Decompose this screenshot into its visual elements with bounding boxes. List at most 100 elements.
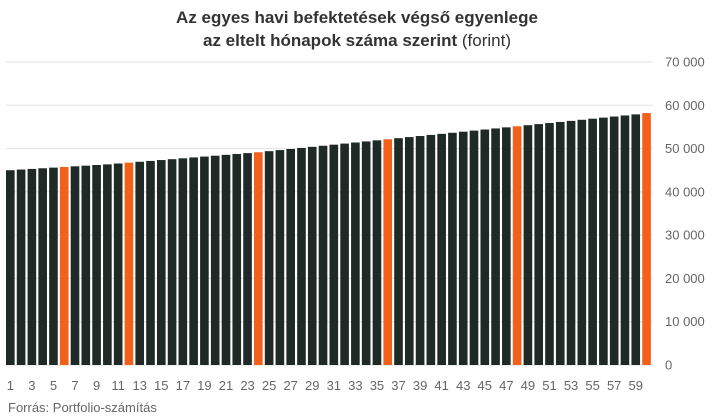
- bar: [113, 163, 123, 365]
- x-tick-label: 7: [71, 378, 78, 393]
- bar: [264, 151, 274, 365]
- bar: [200, 156, 209, 365]
- y-tick-label: 50 000: [665, 141, 705, 156]
- bar: [49, 167, 58, 365]
- bar: [16, 169, 26, 365]
- y-tick-label: 30 000: [665, 228, 705, 243]
- title-unit: (forint): [461, 31, 511, 50]
- bar: [221, 154, 231, 365]
- bar: [189, 157, 198, 365]
- bar: [372, 140, 382, 365]
- x-tick-label: 3: [28, 378, 35, 393]
- bar: [135, 161, 145, 365]
- bar: [275, 150, 285, 365]
- bar: [243, 153, 252, 365]
- bar: [156, 160, 166, 365]
- bar: [297, 147, 306, 365]
- x-tick-label: 49: [521, 378, 535, 393]
- y-tick-label: 10 000: [665, 314, 705, 329]
- bar: [448, 132, 457, 365]
- bar: [307, 146, 317, 365]
- bar: [545, 123, 554, 365]
- x-tick-label: 5: [50, 378, 57, 393]
- x-tick-label: 21: [219, 378, 233, 393]
- y-tick-label: 40 000: [665, 184, 705, 199]
- bar: [167, 159, 177, 365]
- bar: [620, 115, 630, 366]
- x-tick-label: 57: [607, 378, 621, 393]
- bar: [27, 168, 37, 365]
- bar: [469, 130, 479, 365]
- x-tick-label: 37: [391, 378, 405, 393]
- bar: [631, 114, 641, 365]
- bar: [415, 136, 425, 365]
- x-tick-label: 31: [327, 378, 341, 393]
- bar: [286, 149, 295, 365]
- y-tick-label: 0: [665, 358, 672, 373]
- bar: [426, 134, 436, 365]
- x-tick-label: 45: [478, 378, 492, 393]
- bar: [437, 133, 446, 365]
- bar: [329, 144, 339, 365]
- y-tick-label: 20 000: [665, 271, 705, 286]
- bar: [178, 158, 188, 365]
- bar: [146, 160, 155, 365]
- bar-highlighted: [512, 126, 522, 365]
- x-tick-label: 23: [240, 378, 254, 393]
- x-tick-label: 53: [564, 378, 578, 393]
- y-tick-label: 60 000: [665, 98, 705, 113]
- bar: [577, 119, 587, 365]
- bar: [609, 116, 619, 365]
- bar: [340, 143, 349, 365]
- bar: [318, 145, 328, 365]
- bar-highlighted: [254, 152, 263, 365]
- x-tick-label: 51: [542, 378, 556, 393]
- bar: [480, 129, 490, 365]
- chart-title: Az egyes havi befektetések végső egyenle…: [0, 6, 714, 52]
- bar: [351, 142, 360, 365]
- x-tick-label: 33: [348, 378, 362, 393]
- bar: [404, 137, 414, 365]
- bar: [38, 168, 47, 365]
- title-line-2: az eltelt hónapok száma szerint: [203, 31, 458, 50]
- x-tick-label: 19: [197, 378, 211, 393]
- bar: [534, 124, 544, 365]
- x-tick-label: 1: [7, 378, 14, 393]
- y-tick-label: 70 000: [665, 55, 705, 70]
- bar: [523, 125, 533, 365]
- bar: [81, 165, 91, 365]
- bar-highlighted: [383, 139, 393, 365]
- bar: [210, 155, 220, 365]
- x-tick-label: 43: [456, 378, 470, 393]
- bar-highlighted: [59, 166, 69, 365]
- x-tick-label: 47: [499, 378, 513, 393]
- x-tick-label: 59: [629, 378, 643, 393]
- bar: [394, 138, 403, 365]
- bar: [6, 170, 15, 365]
- bar: [361, 141, 371, 365]
- bar: [92, 165, 101, 365]
- bar-highlighted: [642, 113, 651, 365]
- bar: [458, 131, 468, 365]
- x-tick-label: 39: [413, 378, 427, 393]
- source-note: Forrás: Portfolio-számítás: [8, 400, 157, 415]
- bar: [491, 128, 500, 365]
- x-tick-label: 13: [132, 378, 146, 393]
- bar: [103, 164, 112, 365]
- bar: [555, 121, 565, 365]
- x-tick-label: 35: [370, 378, 384, 393]
- title-line-1: Az egyes havi befektetések végső egyenle…: [176, 8, 538, 27]
- x-tick-label: 29: [305, 378, 319, 393]
- x-tick-label: 9: [93, 378, 100, 393]
- title-line-2-wrap: az eltelt hónapok száma szerint (forint): [0, 29, 714, 52]
- bar: [502, 127, 511, 365]
- x-tick-label: 25: [262, 378, 276, 393]
- x-tick-label: 11: [111, 378, 125, 393]
- bar-highlighted: [124, 162, 134, 365]
- bar: [588, 118, 597, 365]
- x-tick-label: 41: [434, 378, 448, 393]
- x-tick-label: 15: [154, 378, 168, 393]
- bar: [599, 117, 608, 366]
- bar: [566, 120, 576, 366]
